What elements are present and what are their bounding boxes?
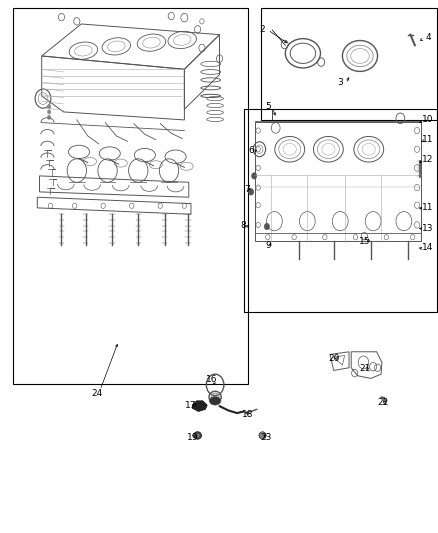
Text: 8: 8 [239,222,245,230]
Text: 17: 17 [185,401,196,409]
Text: 18: 18 [242,410,253,419]
Text: 6: 6 [248,146,254,155]
Text: 4: 4 [424,33,430,42]
Polygon shape [192,401,207,411]
Circle shape [248,189,253,195]
Circle shape [47,104,51,109]
Circle shape [47,110,51,114]
Text: 9: 9 [264,241,270,249]
Ellipse shape [195,434,199,437]
Text: 20: 20 [327,354,339,362]
Text: 11: 11 [421,135,433,144]
Text: 22: 22 [376,399,388,407]
Bar [243,109,436,312]
Ellipse shape [258,432,265,439]
Text: 16: 16 [206,375,217,384]
Text: 2: 2 [259,25,265,34]
Text: 10: 10 [421,116,433,124]
Text: 15: 15 [358,237,369,246]
Text: 23: 23 [259,433,271,441]
Text: 11: 11 [421,204,433,212]
Text: 13: 13 [421,224,433,232]
Text: 3: 3 [336,78,343,87]
Text: 12: 12 [421,156,433,164]
Ellipse shape [209,397,220,405]
Circle shape [264,223,269,230]
Text: 5: 5 [264,102,270,111]
Text: 19: 19 [187,433,198,441]
Circle shape [47,115,51,119]
Text: 21: 21 [359,365,370,373]
Text: 24: 24 [91,389,102,398]
Bar [261,8,436,120]
Bar [13,8,247,384]
Text: 7: 7 [243,185,249,193]
Circle shape [251,173,256,179]
Circle shape [259,432,265,439]
Text: 14: 14 [421,244,433,252]
Ellipse shape [193,432,201,439]
